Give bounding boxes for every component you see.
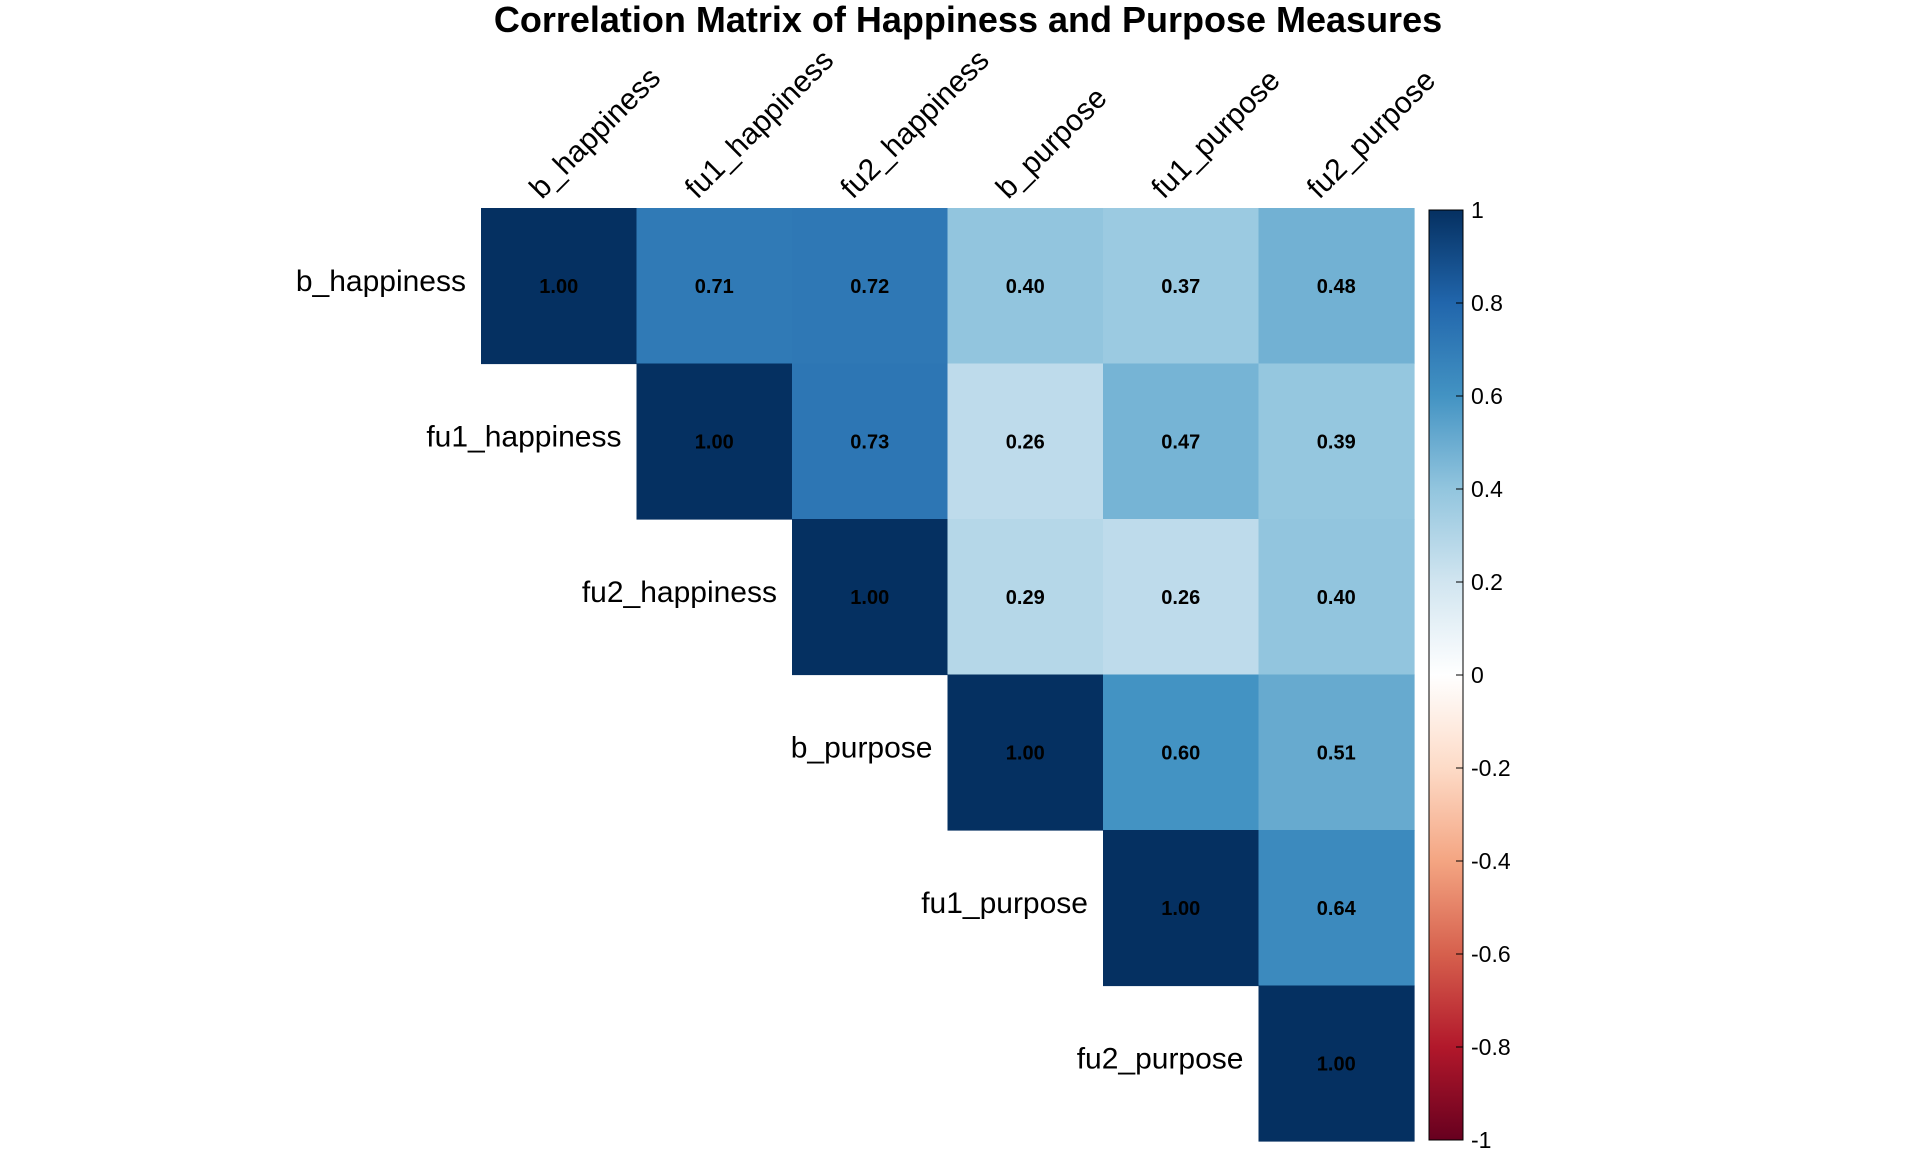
column-labels: b_happiness fu1_happinessfu2_happinessb_p… <box>523 44 1442 205</box>
cell-b_purpose-b_purpose <box>947 674 1104 831</box>
cell-value-b_happiness-fu1_happiness: 0.71 <box>695 276 734 298</box>
colorbar-tick-label: -0.6 <box>1471 941 1511 967</box>
col-label-fu1_happiness: fu1_happiness <box>679 44 840 205</box>
col-label-b_purpose: b_purpose <box>990 81 1114 205</box>
cell-fu2_purpose-fu2_purpose <box>1258 985 1415 1142</box>
cell-b_happiness-fu2_happiness <box>792 208 949 365</box>
cell-fu1_happiness-fu1_purpose <box>1103 363 1260 520</box>
colorbar-tick-label: 0 <box>1471 662 1484 688</box>
colorbar-tick-label: -0.4 <box>1471 848 1511 874</box>
cell-b_happiness-fu2_purpose <box>1258 208 1415 365</box>
cell-b_happiness-fu1_purpose <box>1103 208 1260 365</box>
cell-value-b_purpose-fu1_purpose: 0.60 <box>1161 742 1200 764</box>
cell-b_happiness-b_purpose <box>947 208 1104 365</box>
cell-value-fu1_purpose-fu2_purpose: 0.64 <box>1317 898 1357 920</box>
colorbar-tick-label: 0.4 <box>1471 476 1503 502</box>
cell-value-fu2_happiness-b_purpose: 0.29 <box>1006 587 1045 609</box>
cell-b_purpose-fu1_purpose <box>1103 674 1260 831</box>
col-label-fu2_happiness: fu2_happiness <box>834 44 995 205</box>
colorbar-tick-label: 0.6 <box>1471 383 1503 409</box>
colorbar-tick-label: 0.8 <box>1471 290 1503 316</box>
row-label-fu2_happiness: fu2_happiness <box>582 576 777 609</box>
cell-value-b_happiness-b_happiness: 1.00 <box>539 276 578 298</box>
row-label-fu2_purpose: fu2_purpose <box>1077 1042 1244 1075</box>
cell-value-fu2_purpose-fu2_purpose: 1.00 <box>1317 1053 1356 1075</box>
col-label-fu1_purpose: fu1_purpose <box>1145 64 1286 205</box>
cell-fu2_happiness-fu1_purpose <box>1103 519 1260 676</box>
cell-fu1_purpose-fu1_purpose <box>1103 830 1260 987</box>
cell-value-b_happiness-fu2_happiness: 0.72 <box>850 276 889 298</box>
cell-value-fu1_happiness-fu2_purpose: 0.39 <box>1317 431 1356 453</box>
row-label-b_purpose: b_purpose <box>791 731 933 764</box>
cell-fu2_happiness-fu2_happiness <box>792 519 949 676</box>
cell-value-fu1_happiness-fu1_purpose: 0.47 <box>1161 431 1200 453</box>
heatmap-cell-values: 1.00 0.71 0.72 0.40 0.37 0.48 1.00 0.73 0.26 0.47… <box>539 276 1356 1076</box>
cell-value-fu2_happiness-fu1_purpose: 0.26 <box>1161 587 1200 609</box>
cell-b_happiness-b_happiness <box>481 208 638 365</box>
cell-fu1_purpose-fu2_purpose <box>1258 830 1415 987</box>
cell-value-b_happiness-fu1_purpose: 0.37 <box>1161 276 1200 298</box>
cell-fu1_happiness-b_purpose <box>947 363 1104 520</box>
cell-fu1_happiness-fu1_happiness <box>636 363 793 520</box>
cell-fu1_happiness-fu2_happiness <box>792 363 949 520</box>
cell-value-fu1_purpose-fu1_purpose: 1.00 <box>1161 898 1200 920</box>
heatmap-cells <box>481 208 1415 1142</box>
colorbar-tick-label: -0.8 <box>1471 1034 1511 1060</box>
cell-value-b_happiness-b_purpose: 0.40 <box>1006 276 1045 298</box>
cell-value-fu1_happiness-fu1_happiness: 1.00 <box>695 431 734 453</box>
colorbar-tick-label: 1 <box>1471 197 1484 223</box>
chart-title: Correlation Matrix of Happiness and Purp… <box>494 0 1442 40</box>
cell-value-fu1_happiness-fu2_happiness: 0.73 <box>850 431 889 453</box>
colorbar-tick-label: 0.2 <box>1471 569 1503 595</box>
colorbar-tick-label: -1 <box>1471 1127 1491 1152</box>
col-label-b_happiness: b_happiness <box>523 61 667 205</box>
cell-b_purpose-fu2_purpose <box>1258 674 1415 831</box>
row-label-b_happiness: b_happiness <box>296 265 466 298</box>
cell-value-fu2_happiness-fu2_happiness: 1.00 <box>850 587 889 609</box>
colorbar-tick-label: -0.2 <box>1471 755 1511 781</box>
cell-fu1_happiness-fu2_purpose <box>1258 363 1415 520</box>
row-label-fu1_purpose: fu1_purpose <box>921 887 1088 920</box>
cell-b_happiness-fu1_happiness <box>636 208 793 365</box>
cell-value-fu1_happiness-b_purpose: 0.26 <box>1006 431 1045 453</box>
cell-fu2_happiness-fu2_purpose <box>1258 519 1415 676</box>
col-label-fu2_purpose: fu2_purpose <box>1301 64 1442 205</box>
cell-value-b_happiness-fu2_purpose: 0.48 <box>1317 276 1356 298</box>
row-label-fu1_happiness: fu1_happiness <box>426 420 621 453</box>
cell-value-fu2_happiness-fu2_purpose: 0.40 <box>1317 587 1356 609</box>
cell-value-b_purpose-b_purpose: 1.00 <box>1006 742 1045 764</box>
cell-fu2_happiness-b_purpose <box>947 519 1104 676</box>
cell-value-b_purpose-fu2_purpose: 0.51 <box>1317 742 1356 764</box>
colorbar: 1 0.8 0.6 0.4 0.2 0 -0.2 -0.4 -0.6 -0.8 -1 <box>1428 197 1511 1152</box>
row-labels: b_happiness fu1_happiness fu2_happiness b_p… <box>296 265 1244 1076</box>
